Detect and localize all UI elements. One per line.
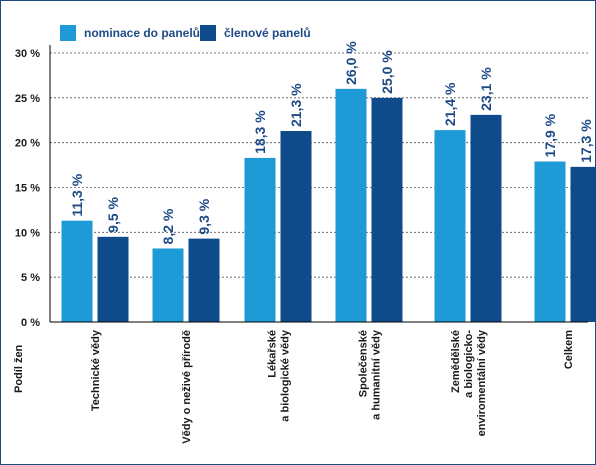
- data-label: 18,3 %: [252, 110, 268, 154]
- y-tick-label: 10 %: [15, 227, 40, 239]
- category-label: a biologicko-: [463, 330, 475, 398]
- category-label: Společenské: [358, 330, 370, 397]
- y-tick-label: 25 %: [15, 93, 40, 105]
- y-tick-label: 15 %: [15, 183, 40, 195]
- bar-nominace: [434, 130, 466, 322]
- y-axis-title: Podíl žen: [13, 344, 25, 393]
- category-label: a biologické vědy: [280, 329, 292, 422]
- y-tick-label: 0 %: [21, 317, 40, 329]
- category-label: Celkem: [563, 330, 575, 369]
- bar-clenove: [570, 166, 596, 322]
- bar-clenove: [188, 238, 220, 322]
- data-label: 9,3 %: [196, 198, 212, 234]
- gridlines: [50, 52, 588, 278]
- legend-swatch: [200, 25, 216, 41]
- data-label: 17,9 %: [542, 113, 558, 157]
- data-label: 11,3 %: [69, 173, 85, 216]
- bar-nominace: [61, 220, 93, 322]
- data-label: 17,3 %: [578, 119, 594, 163]
- bar-nominace: [335, 88, 367, 322]
- bar-nominace: [534, 161, 566, 322]
- bar-clenove: [280, 131, 312, 322]
- data-label: 21,4 %: [442, 82, 458, 126]
- axes: 0 % 5 % 10 % 15 % 20 % 25 % 30 % Podíl žen Techn…: [13, 45, 588, 444]
- bar-clenove: [97, 236, 129, 322]
- data-label: 23,1 %: [478, 67, 494, 111]
- data-labels: 11,3 % 8,2 % 18,3 % 26,0 % 21,4 % 17,9 % 9,5 %…: [69, 41, 594, 245]
- category-label: Vědy o neživé přírodě: [181, 330, 193, 444]
- data-label: 21,3 %: [288, 83, 304, 127]
- category-label: Technické vědy: [90, 329, 102, 411]
- category-label: enviromentální vědy: [476, 329, 488, 436]
- category-label: a humanitní vědy: [371, 329, 383, 420]
- legend: nominace do panelů členové panelů: [60, 25, 311, 41]
- data-label: 25,0 %: [379, 50, 395, 94]
- bar-clenove: [470, 114, 502, 323]
- y-tick-label: 5 %: [21, 272, 40, 284]
- category-label: Lékařské: [267, 330, 279, 378]
- bars: [61, 88, 596, 323]
- data-label: 26,0 %: [343, 41, 359, 85]
- bar-nominace: [244, 157, 276, 322]
- y-tick-label: 20 %: [15, 138, 40, 150]
- y-tick-label: 30 %: [15, 48, 40, 60]
- legend-swatch: [60, 25, 76, 41]
- legend-label: členové panelů: [224, 26, 311, 40]
- legend-label: nominace do panelů: [84, 26, 200, 40]
- bar-nominace: [152, 248, 184, 322]
- bar-clenove: [371, 97, 403, 322]
- data-label: 9,5 %: [105, 196, 121, 232]
- data-label: 8,2 %: [160, 208, 176, 244]
- category-label: Zemědělské: [450, 330, 462, 393]
